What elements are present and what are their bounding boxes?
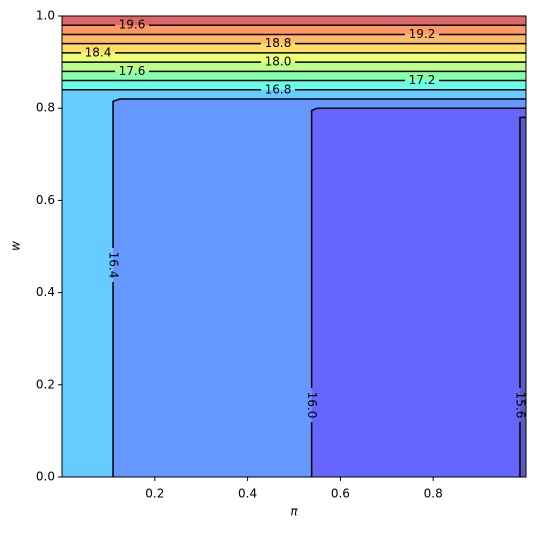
y-tick-label: 0.6 — [36, 193, 55, 207]
contour-line — [519, 116, 526, 477]
contour-label: 18.8 — [265, 36, 292, 50]
contour-label: 17.6 — [119, 64, 146, 78]
x-tick-label: 0.4 — [238, 487, 257, 501]
contour-label: 16.4 — [107, 252, 121, 279]
contour-label: 15.6 — [513, 392, 527, 419]
contour-label: 17.2 — [409, 73, 436, 87]
y-axis-label: w — [9, 241, 23, 251]
contour-label: 16.0 — [305, 392, 319, 419]
contour-label: 19.6 — [119, 18, 146, 32]
contour-label: 16.8 — [265, 82, 292, 96]
contour-label: 18.4 — [85, 45, 112, 59]
y-tick-label: 0.0 — [36, 470, 55, 484]
plot-frame — [61, 15, 527, 478]
contour-fill — [62, 16, 526, 477]
y-tick-label: 0.2 — [36, 377, 55, 391]
y-tick-label: 1.0 — [36, 9, 55, 23]
x-tick-label: 0.6 — [331, 487, 350, 501]
x-tick-label: 0.2 — [145, 487, 164, 501]
contour-label: 18.0 — [265, 55, 292, 69]
x-tick-label: 0.8 — [424, 487, 443, 501]
contour-line — [310, 107, 526, 477]
x-axis-label: π — [290, 505, 298, 519]
y-tick-label: 0.4 — [36, 285, 55, 299]
contour-lines — [62, 24, 526, 477]
contour-line — [112, 98, 526, 477]
y-tick-label: 0.8 — [36, 101, 55, 115]
contour-label: 19.2 — [409, 27, 436, 41]
plot-area — [62, 16, 526, 477]
